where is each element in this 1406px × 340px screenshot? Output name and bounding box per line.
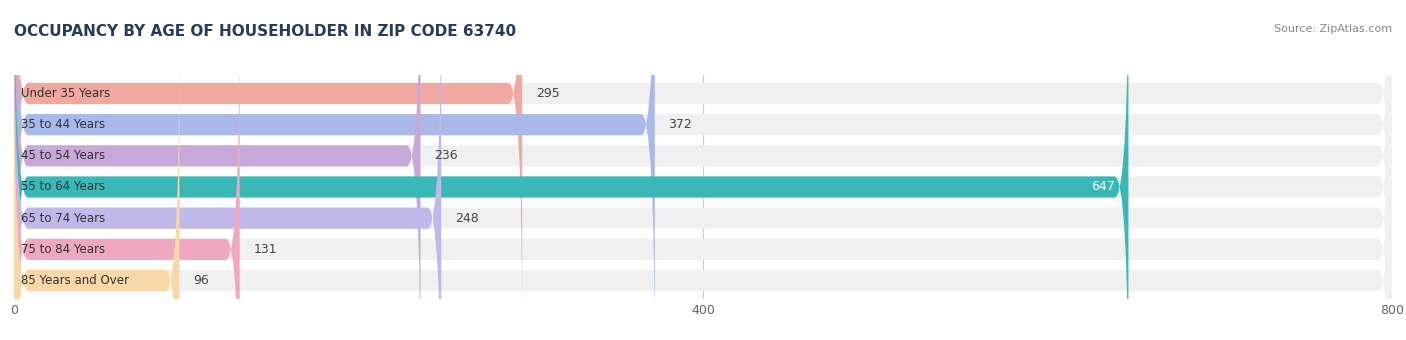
Text: 372: 372 (669, 118, 692, 131)
Text: 248: 248 (456, 212, 478, 225)
FancyBboxPatch shape (14, 0, 522, 332)
Text: 85 Years and Over: 85 Years and Over (21, 274, 129, 287)
FancyBboxPatch shape (14, 0, 1129, 340)
Text: 35 to 44 Years: 35 to 44 Years (21, 118, 105, 131)
Text: 96: 96 (193, 274, 209, 287)
Text: 75 to 84 Years: 75 to 84 Years (21, 243, 105, 256)
FancyBboxPatch shape (14, 0, 1392, 332)
Text: 65 to 74 Years: 65 to 74 Years (21, 212, 105, 225)
FancyBboxPatch shape (14, 11, 239, 340)
FancyBboxPatch shape (14, 0, 655, 340)
FancyBboxPatch shape (14, 0, 1392, 340)
FancyBboxPatch shape (14, 0, 1392, 340)
FancyBboxPatch shape (14, 0, 441, 340)
Text: Under 35 Years: Under 35 Years (21, 87, 110, 100)
Text: Source: ZipAtlas.com: Source: ZipAtlas.com (1274, 24, 1392, 34)
Text: 647: 647 (1091, 181, 1115, 193)
FancyBboxPatch shape (14, 0, 420, 340)
Text: 295: 295 (536, 87, 560, 100)
Text: 55 to 64 Years: 55 to 64 Years (21, 181, 105, 193)
Text: 131: 131 (253, 243, 277, 256)
Text: 45 to 54 Years: 45 to 54 Years (21, 149, 105, 162)
Text: OCCUPANCY BY AGE OF HOUSEHOLDER IN ZIP CODE 63740: OCCUPANCY BY AGE OF HOUSEHOLDER IN ZIP C… (14, 24, 516, 39)
FancyBboxPatch shape (14, 0, 1392, 340)
Text: 236: 236 (434, 149, 458, 162)
FancyBboxPatch shape (14, 42, 1392, 340)
FancyBboxPatch shape (14, 11, 1392, 340)
FancyBboxPatch shape (14, 42, 180, 340)
FancyBboxPatch shape (14, 0, 1392, 340)
